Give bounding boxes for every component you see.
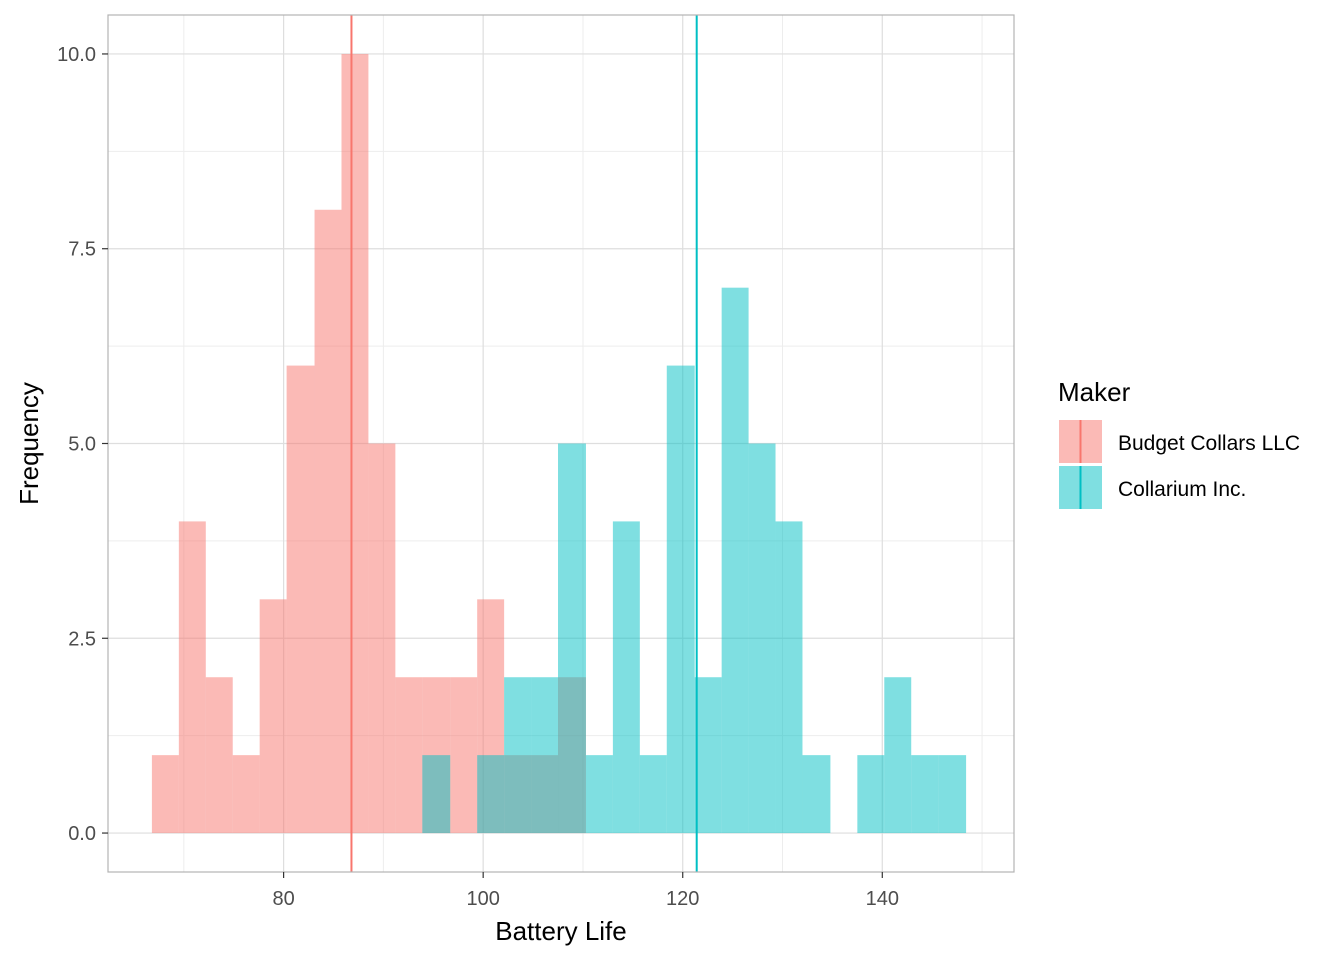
histogram-bar-series-1 — [938, 755, 967, 834]
histogram-bar-series-1 — [666, 365, 695, 834]
legend: Maker Budget Collars LLC Collarium Inc. — [1058, 377, 1300, 509]
histogram-bar-series-1 — [911, 755, 939, 834]
histogram-bar-series-1 — [558, 443, 586, 834]
x-axis-title: Battery Life — [495, 916, 627, 946]
histogram-bar-series-1 — [802, 755, 831, 834]
histogram-bar-series-1 — [857, 755, 885, 834]
histogram-bar-series-0 — [286, 365, 315, 834]
histogram-bar-series-1 — [612, 521, 640, 834]
histogram-bar-series-1 — [585, 755, 613, 834]
y-tick-label: 0.0 — [68, 823, 96, 845]
histogram-bar-series-1 — [639, 755, 667, 834]
histogram-bar-series-1 — [884, 677, 912, 834]
y-tick-label: 10.0 — [57, 44, 96, 66]
histogram-bar-series-0 — [151, 755, 179, 834]
histogram-bar-series-0 — [341, 53, 369, 834]
mean-lines — [350, 15, 698, 872]
histogram-bar-series-1 — [477, 755, 505, 834]
histogram-bar-series-1 — [504, 677, 532, 834]
x-axis: 80 100 120 140 — [272, 872, 899, 910]
histogram-bar-series-1 — [694, 677, 722, 834]
x-tick-label: 80 — [272, 888, 294, 910]
histogram-bar-series-1 — [748, 443, 776, 834]
histogram-bar-series-0 — [314, 209, 342, 834]
histogram-bar-series-0 — [450, 677, 478, 834]
x-tick-label: 100 — [466, 888, 499, 910]
legend-label: Collarium Inc. — [1118, 478, 1246, 501]
histogram-bar-series-0 — [368, 443, 396, 834]
x-tick-label: 140 — [866, 888, 899, 910]
histogram-bar-series-0 — [232, 755, 260, 834]
histogram-bar-series-0 — [395, 677, 423, 834]
y-tick-label: 5.0 — [68, 434, 96, 456]
y-tick-label: 2.5 — [68, 628, 96, 650]
histogram-bars — [151, 53, 967, 834]
histogram-bar-series-1 — [422, 755, 451, 834]
histogram-bar-series-0 — [259, 599, 287, 834]
histogram-bar-series-0 — [178, 521, 206, 834]
y-axis-title: Frequency — [14, 382, 44, 505]
histogram-bar-series-1 — [531, 677, 559, 834]
y-tick-label: 7.5 — [68, 239, 96, 261]
legend-label: Budget Collars LLC — [1118, 432, 1300, 455]
histogram-bar-series-1 — [775, 521, 803, 834]
y-axis: 0.0 2.5 5.0 7.5 10.0 — [57, 44, 108, 845]
histogram-bar-series-0 — [205, 677, 233, 834]
x-tick-label: 120 — [666, 888, 699, 910]
histogram-bar-series-1 — [721, 287, 749, 834]
legend-title: Maker — [1058, 377, 1131, 407]
